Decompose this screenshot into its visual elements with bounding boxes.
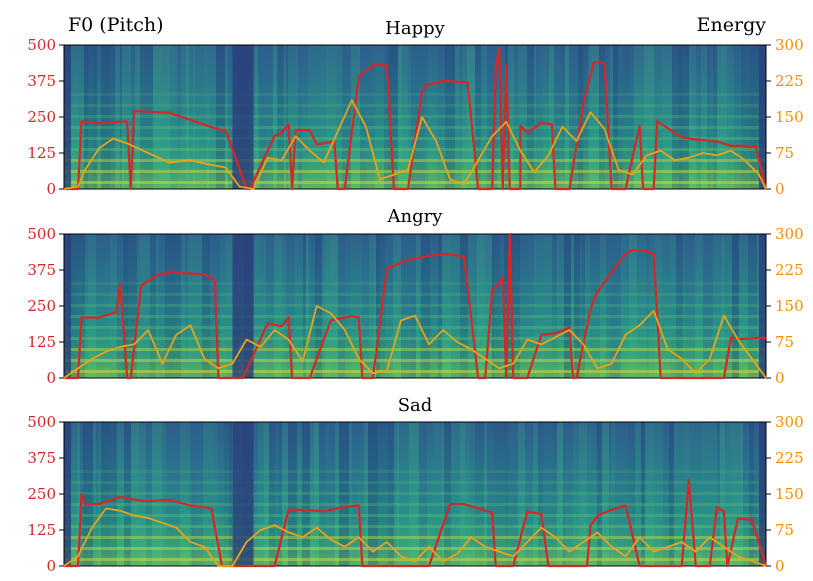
panels: Happy 0 125 250 375 500 0 75 150 225 300 Angry 0 125 2… bbox=[27, 18, 803, 575]
left-tick-label: 375 bbox=[27, 449, 56, 467]
harmonic-bands bbox=[64, 422, 766, 566]
right-tick-label: 0 bbox=[775, 180, 785, 198]
left-tick-label: 0 bbox=[46, 180, 56, 198]
right-tick-label: 150 bbox=[775, 297, 804, 315]
left-tick-label: 125 bbox=[27, 521, 56, 539]
right-tick-label: 300 bbox=[775, 36, 804, 54]
panel-happy: Happy 0 125 250 375 500 0 75 150 225 300 bbox=[27, 18, 803, 198]
left-tick-label: 0 bbox=[46, 557, 56, 575]
right-tick-label: 225 bbox=[775, 261, 804, 279]
left-axis-title: F0 (Pitch) bbox=[68, 14, 164, 36]
left-tick-label: 125 bbox=[27, 333, 56, 351]
energy-line bbox=[63, 507, 767, 567]
left-tick-label: 250 bbox=[27, 297, 56, 315]
right-tick-label: 150 bbox=[775, 108, 804, 126]
panel-sad: Sad 0 125 250 375 500 0 75 150 225 300 bbox=[27, 395, 803, 575]
left-tick-label: 500 bbox=[27, 413, 56, 431]
left-tick-label: 500 bbox=[27, 225, 56, 243]
panel-title: Sad bbox=[398, 395, 433, 416]
pitch-line bbox=[64, 232, 767, 380]
pitch-line bbox=[64, 46, 768, 191]
spectrogram-background bbox=[64, 422, 766, 566]
left-tick-label: 125 bbox=[27, 144, 56, 162]
left-tick-label: 375 bbox=[27, 261, 56, 279]
energy-line bbox=[63, 99, 767, 190]
energy-line bbox=[63, 305, 767, 379]
right-tick-label: 150 bbox=[775, 485, 804, 503]
right-tick-label: 225 bbox=[775, 449, 804, 467]
right-tick-label: 225 bbox=[775, 72, 804, 90]
panel-angry: Angry 0 125 250 375 500 0 75 150 225 300 bbox=[27, 206, 803, 387]
pitch-line bbox=[64, 478, 768, 568]
right-tick-label: 75 bbox=[775, 144, 794, 162]
left-tick-label: 0 bbox=[46, 369, 56, 387]
right-tick-label: 75 bbox=[775, 521, 794, 539]
right-tick-label: 0 bbox=[775, 369, 785, 387]
panel-title: Happy bbox=[385, 18, 445, 39]
left-tick-label: 250 bbox=[27, 485, 56, 503]
right-tick-label: 300 bbox=[775, 413, 804, 431]
right-tick-label: 300 bbox=[775, 225, 804, 243]
left-tick-label: 375 bbox=[27, 72, 56, 90]
left-tick-label: 250 bbox=[27, 108, 56, 126]
right-tick-label: 75 bbox=[775, 333, 794, 351]
panel-title: Angry bbox=[387, 206, 444, 227]
right-axis-title: Energy bbox=[697, 14, 767, 36]
left-tick-label: 500 bbox=[27, 36, 56, 54]
right-tick-label: 0 bbox=[775, 557, 785, 575]
harmonic-bands bbox=[64, 45, 766, 189]
